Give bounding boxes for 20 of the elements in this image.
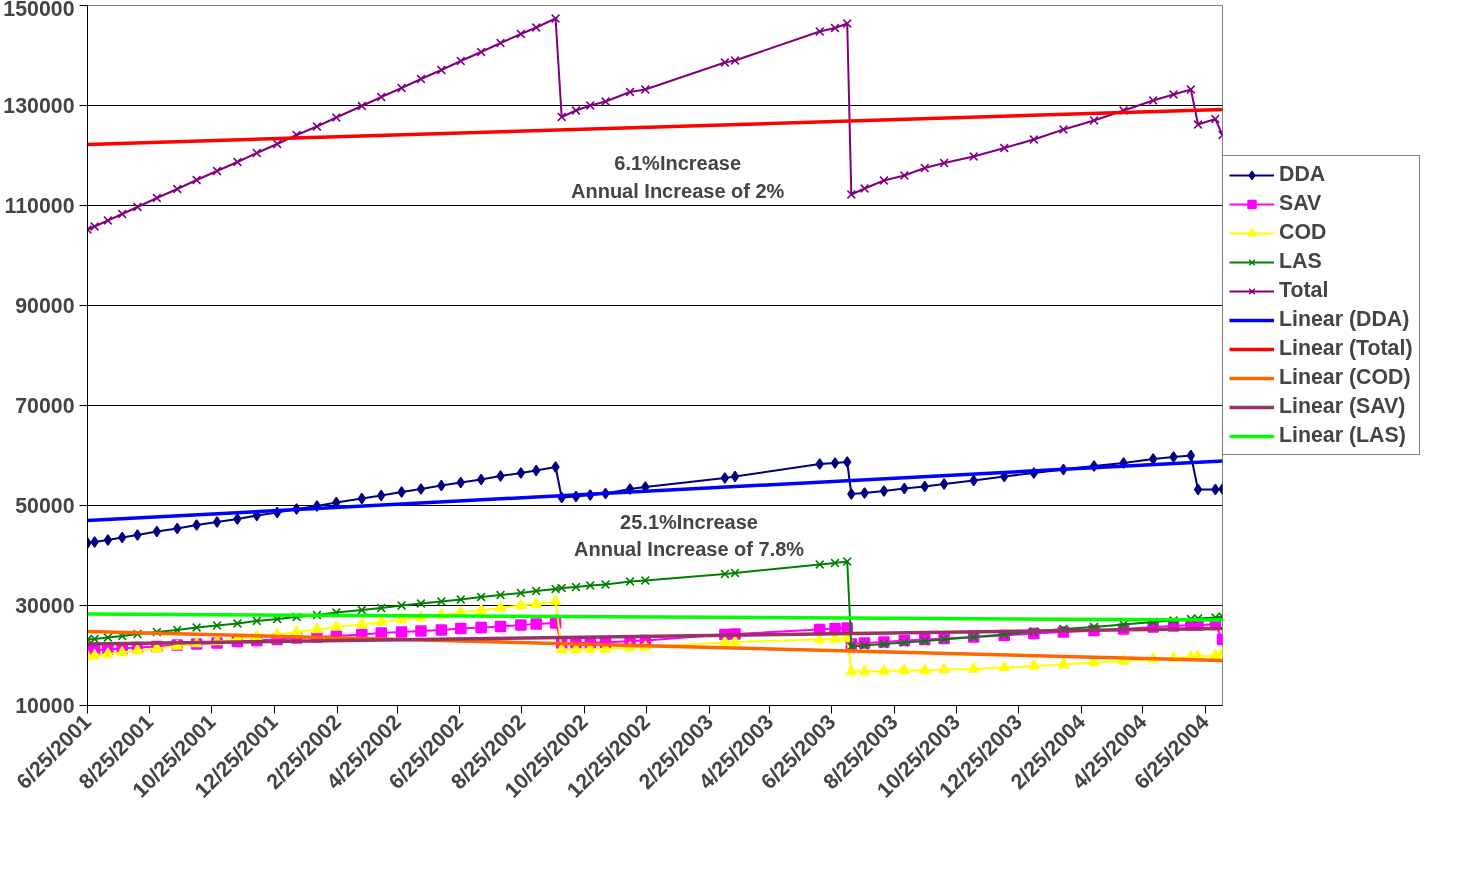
y-tick-label: 50000 [15,494,75,518]
legend-label: SAV [1279,191,1322,216]
annotation: 25.1%Increase Annual Increase of 7.8% [574,510,805,561]
y-tick-label: 90000 [15,294,75,318]
legend-label: Linear (Total) [1279,336,1413,361]
legend-label: Linear (COD) [1279,365,1411,390]
legend-label: Linear (LAS) [1279,423,1406,448]
y-tick-label: 130000 [3,94,75,118]
y-tick-label: 110000 [4,194,75,218]
legend-label: Total [1279,278,1329,303]
y-tick-label: 10000 [15,694,75,718]
legend-label: Linear (DDA) [1279,307,1410,332]
y-tick-label: 150000 [3,0,75,21]
legend-label: COD [1279,220,1327,245]
legend-label: DDA [1279,162,1326,187]
y-tick-label: 70000 [15,394,75,418]
legend-label: LAS [1279,249,1322,274]
legend-label: Linear (SAV) [1279,394,1406,419]
y-tick-label: 30000 [15,594,75,618]
annotation: 6.1%Increase Annual Increase of 2% [571,152,785,202]
